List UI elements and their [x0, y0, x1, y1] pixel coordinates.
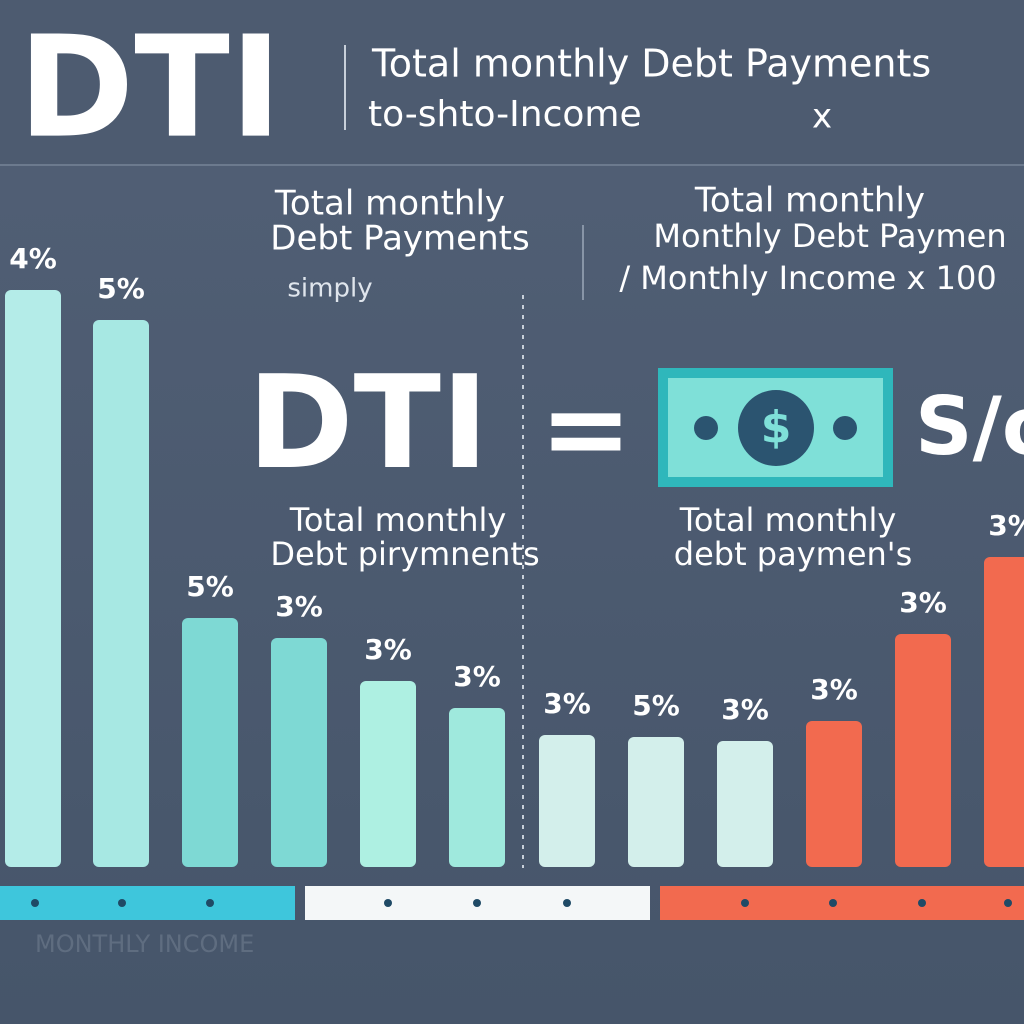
- bar-group: 4% 5% 5% 3% 3% 3% 3% 5% 3% 3% 3% 3%: [5, 242, 1024, 867]
- band-dot: [118, 899, 126, 907]
- band-segment: [660, 886, 1024, 920]
- bar-label: 5%: [97, 272, 145, 305]
- bar: [360, 681, 416, 867]
- header-mark: x: [812, 97, 832, 137]
- bar-label: 3%: [721, 693, 769, 726]
- bar-label: 3%: [453, 660, 501, 693]
- bar: [628, 737, 684, 867]
- bar: [895, 634, 951, 867]
- caption-text: Debt pirymnents: [270, 535, 539, 573]
- band-dot: [741, 899, 749, 907]
- band-dot: [473, 899, 481, 907]
- bar: [984, 557, 1024, 867]
- bar-label: 3%: [899, 586, 947, 619]
- bar-label: 3%: [988, 509, 1024, 542]
- bill-dot: [833, 416, 857, 440]
- note-text: Monthly Debt Paymen: [653, 217, 1006, 255]
- bar: [5, 290, 61, 867]
- bar: [271, 638, 327, 867]
- bar-label: 3%: [543, 687, 591, 720]
- note-text: simply: [287, 274, 372, 304]
- band-dot: [1004, 899, 1012, 907]
- header-band: [0, 0, 1024, 165]
- note-text: / Monthly Income x 100: [619, 259, 996, 297]
- band-dot: [829, 899, 837, 907]
- formula-tail: S/o: [915, 380, 1024, 473]
- header-title: DTI: [18, 7, 282, 170]
- bar-label: 5%: [186, 570, 234, 603]
- band-dot: [31, 899, 39, 907]
- note-text: Total monthly: [274, 184, 505, 224]
- caption-text: Total monthly: [289, 501, 507, 539]
- header-line1: Total monthly Debt Payments: [371, 42, 931, 86]
- band-dot: [384, 899, 392, 907]
- caption-text: Total monthly: [679, 501, 897, 539]
- bar: [806, 721, 862, 867]
- band-dot: [918, 899, 926, 907]
- band-dot: [206, 899, 214, 907]
- bar: [717, 741, 773, 867]
- caption-text: debt paymen's: [674, 535, 913, 573]
- note-text: Total monthly: [694, 181, 925, 221]
- bar: [539, 735, 595, 867]
- bill-circle: [738, 390, 814, 466]
- bar: [182, 618, 238, 867]
- bar-label: 3%: [275, 590, 323, 623]
- bar: [449, 708, 505, 867]
- header-line2: to-shto-Income: [368, 94, 642, 135]
- formula-equals: =: [540, 364, 632, 492]
- band-dot: [563, 899, 571, 907]
- bar-label: 5%: [632, 689, 680, 722]
- bill-symbol: $: [761, 402, 792, 453]
- bar-label: 4%: [9, 242, 57, 275]
- bar-label: 3%: [810, 673, 858, 706]
- bottom-band: [0, 886, 1024, 920]
- money-bill: $: [658, 368, 893, 487]
- bar: [93, 320, 149, 867]
- formula-term: DTI: [247, 349, 488, 498]
- bar-label: 3%: [364, 633, 412, 666]
- note-text: Debt Payments: [270, 219, 529, 259]
- bill-dot: [694, 416, 718, 440]
- band-segment: [0, 886, 295, 920]
- footer-label: MONTHLY INCOME: [35, 930, 254, 958]
